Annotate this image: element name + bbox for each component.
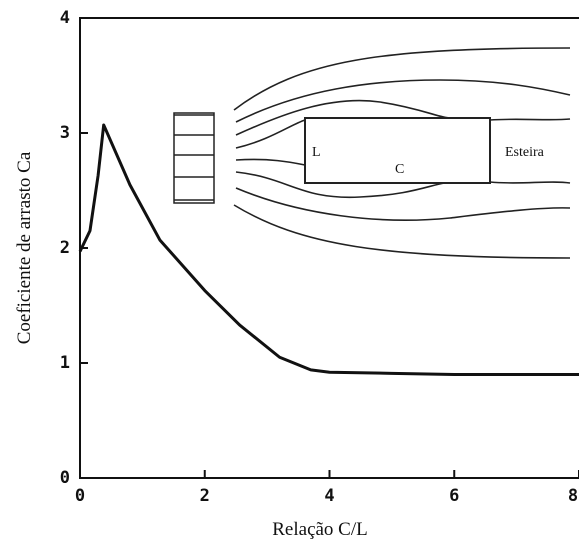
data-line (78, 123, 579, 376)
y-tick-label: 2 (60, 238, 70, 258)
annotation: Esteira (505, 145, 545, 160)
x-tick-label: 0 (75, 486, 85, 506)
x-tick-label: 6 (449, 486, 459, 506)
y-tick-label: 4 (60, 8, 70, 28)
annotation: C (395, 162, 404, 177)
x-tick-label: 8 (568, 486, 578, 506)
annotation: L (312, 145, 321, 160)
x-tick-label: 2 (200, 486, 210, 506)
y-axis-label: Coeficiente de arrasto Ca (14, 151, 35, 344)
y-tick-label: 0 (60, 468, 70, 488)
plot-frame (79, 17, 579, 479)
x-tick-label: 4 (324, 486, 334, 506)
y-tick-label: 3 (60, 123, 70, 143)
y-tick-label: 1 (60, 353, 70, 373)
x-axis-label: Relação C/L (272, 519, 368, 540)
flow-diagram: L C Esteira (173, 47, 571, 259)
